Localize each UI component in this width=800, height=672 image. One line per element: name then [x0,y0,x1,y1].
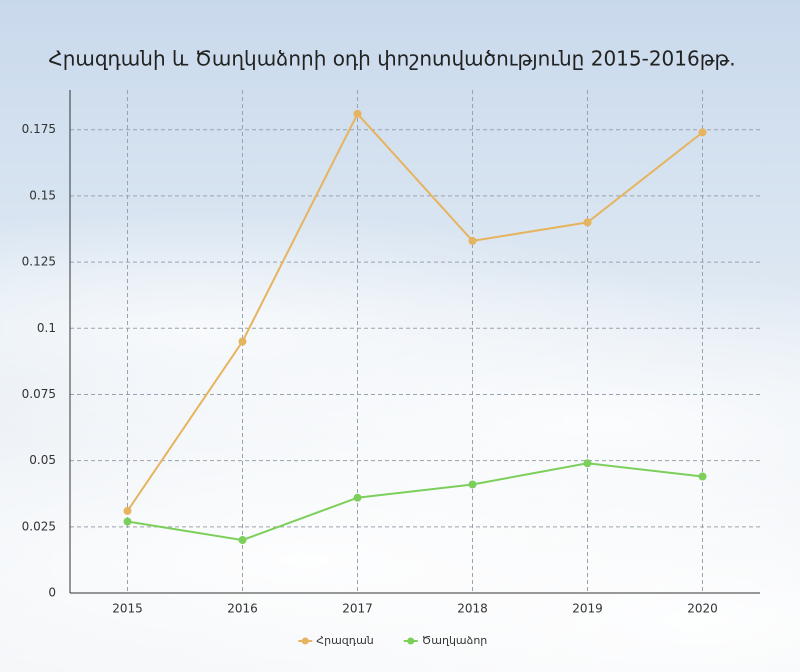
data-point [583,218,592,227]
data-point [238,536,247,545]
legend-label: Հրազդան [316,634,374,647]
legend-label: Ծաղկաձոր [422,634,488,647]
y-tick-label: 0.175 [22,122,56,136]
y-tick-label: 0.1 [37,321,56,335]
y-tick-label: 0.05 [29,453,56,467]
x-tick-label: 2020 [687,602,718,616]
chart-title: Հրազդանի և Ծաղկաձորի օդի փոշոտվածություն… [48,47,735,71]
y-tick-label: 0.125 [22,255,56,269]
data-point [238,337,247,346]
x-tick-label: 2016 [227,602,258,616]
x-tick-label: 2019 [572,602,603,616]
y-tick-label: 0.15 [29,188,56,202]
data-point [698,472,707,481]
x-tick-label: 2015 [112,602,143,616]
x-tick-label: 2017 [342,602,373,616]
y-tick-label: 0 [48,586,56,600]
y-tick-label: 0.075 [22,387,56,401]
series-line [127,462,703,542]
data-point [468,480,477,489]
data-point [468,236,477,245]
legend-marker [301,637,309,645]
data-point [123,517,132,526]
legend-marker [407,637,415,645]
x-tick-label: 2018 [457,602,488,616]
data-point [123,506,132,515]
data-point [353,109,362,118]
data-point [353,493,362,502]
data-point [583,459,592,468]
data-point [698,128,707,137]
series-line [126,112,704,512]
y-tick-label: 0.025 [22,519,56,533]
